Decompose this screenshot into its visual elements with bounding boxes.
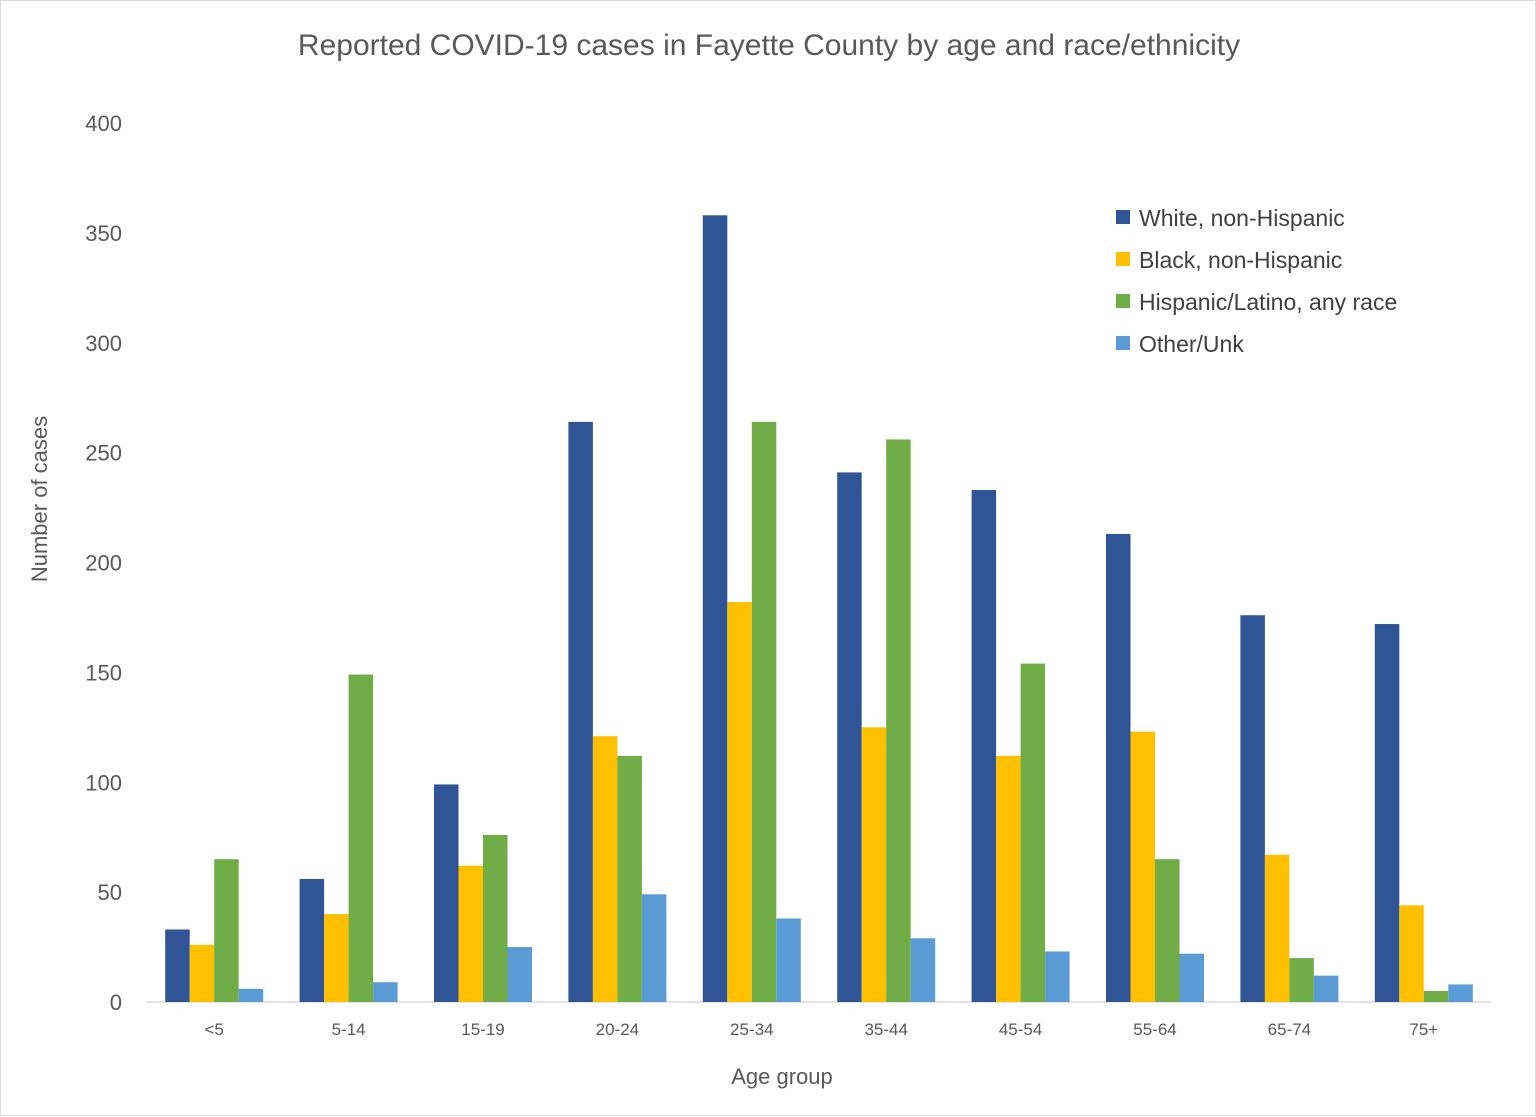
legend-swatch <box>1116 336 1130 350</box>
bar <box>1020 663 1046 1002</box>
legend-swatch <box>1116 210 1130 224</box>
bar <box>1313 975 1339 1002</box>
bar <box>641 894 667 1002</box>
bar <box>1155 859 1180 1002</box>
bar <box>1045 951 1070 1002</box>
bar <box>727 602 752 1002</box>
y-tick-label: 100 <box>85 770 122 795</box>
bar <box>886 439 911 1002</box>
bar <box>189 944 215 1002</box>
bar <box>1106 533 1131 1002</box>
bar <box>507 947 532 1002</box>
y-tick-label: 0 <box>110 990 122 1015</box>
bar <box>910 938 936 1002</box>
y-axis-label: Number of cases <box>27 416 52 582</box>
bar <box>702 215 728 1003</box>
legend-label: Other/Unk <box>1139 331 1244 357</box>
x-tick-label: 55-64 <box>1133 1020 1176 1039</box>
chart-title: Reported COVID-19 cases in Fayette Count… <box>298 29 1240 62</box>
bar <box>373 982 398 1002</box>
y-tick-label: 400 <box>85 111 122 136</box>
bar <box>837 472 862 1003</box>
bar <box>299 878 325 1002</box>
y-tick-label: 50 <box>98 880 122 905</box>
bar <box>483 834 508 1002</box>
bar <box>996 755 1021 1002</box>
y-tick-label: 350 <box>85 221 122 246</box>
y-axis-ticks: 0 50 100 150 200 250 300 350 400 <box>85 111 122 1015</box>
bar <box>348 674 374 1002</box>
bar <box>751 421 777 1002</box>
x-tick-label: 45-54 <box>999 1020 1042 1039</box>
y-tick-label: 150 <box>85 660 122 685</box>
bar <box>971 489 997 1002</box>
y-tick-label: 200 <box>85 551 122 576</box>
x-tick-label: 65-74 <box>1268 1020 1311 1039</box>
legend-label: Black, non-Hispanic <box>1139 247 1342 273</box>
bar <box>238 988 264 1002</box>
bar <box>214 859 239 1002</box>
x-tick-label: 15-19 <box>461 1020 504 1039</box>
bar <box>1374 624 1400 1002</box>
bar <box>776 918 801 1002</box>
bar <box>861 727 887 1002</box>
bar <box>592 736 618 1002</box>
legend-swatch <box>1116 294 1130 308</box>
y-tick-label: 250 <box>85 441 122 466</box>
bar <box>1130 731 1155 1002</box>
legend-label: White, non-Hispanic <box>1139 205 1345 231</box>
bar <box>1264 854 1290 1002</box>
x-tick-label: 5-14 <box>332 1020 366 1039</box>
bar <box>458 865 483 1002</box>
x-tick-label: 25-34 <box>730 1020 773 1039</box>
bar <box>1179 953 1204 1002</box>
bar <box>1399 905 1424 1002</box>
bar <box>1289 958 1314 1002</box>
bar <box>1240 615 1265 1002</box>
x-tick-label: 75+ <box>1409 1020 1438 1039</box>
x-axis-ticks: <5 5-14 15-19 20-24 25-34 35-44 45-54 55-64 65-7… <box>205 1020 1439 1039</box>
bar <box>1448 984 1473 1002</box>
x-tick-label: 20-24 <box>596 1020 639 1039</box>
bar <box>324 914 349 1002</box>
legend: White, non-Hispanic Black, non-Hispanic Hi… <box>1116 205 1397 357</box>
x-axis-label: Age group <box>731 1064 833 1089</box>
bar <box>568 421 593 1002</box>
bar <box>617 755 642 1002</box>
x-tick-label: 35-44 <box>864 1020 907 1039</box>
y-tick-label: 300 <box>85 331 122 356</box>
legend-label: Hispanic/Latino, any race <box>1139 289 1397 315</box>
bar <box>165 929 190 1002</box>
bar <box>434 784 459 1002</box>
x-tick-label: <5 <box>205 1020 224 1039</box>
bar <box>1423 991 1449 1002</box>
bars-group <box>165 215 1473 1003</box>
legend-swatch <box>1116 252 1130 266</box>
